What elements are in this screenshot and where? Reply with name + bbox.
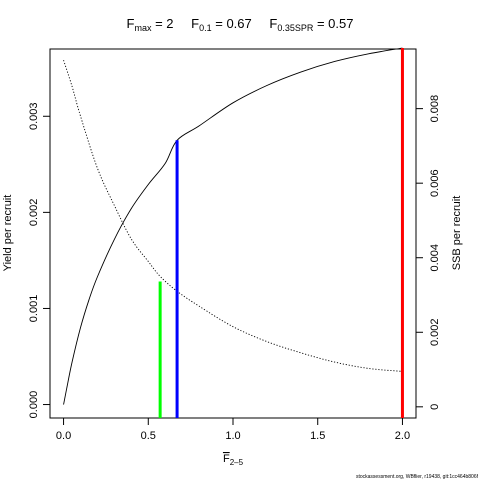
x-tick-label-0: 0.0	[56, 430, 71, 442]
x-tick-label-1: 0.5	[141, 430, 156, 442]
y-left-tick-label-1: 0.001	[28, 295, 40, 323]
title-fspr-sub: 0.35SPR	[277, 23, 314, 33]
x-tick-label-2: 1.0	[225, 430, 240, 442]
title-fmax-rest: = 2	[151, 16, 173, 31]
series-line-1	[63, 60, 403, 372]
plot-frame	[49, 48, 417, 419]
y-right-tick-label-2: 0.004	[429, 244, 441, 272]
y-left-tick-label-0: 0.000	[28, 391, 40, 419]
title-f01-sub: 0.1	[199, 23, 212, 33]
x-tick-label-4: 2.0	[395, 430, 410, 442]
y-right-tick-label-0: 0	[429, 404, 441, 410]
y-right-tick-label-1: 0.002	[429, 319, 441, 347]
title-fspr-main: F	[269, 16, 277, 31]
series-line-0	[63, 47, 403, 405]
x-axis-title-sub: 2–5	[230, 458, 244, 467]
y-right-tick-label-4: 0.008	[429, 95, 441, 123]
title-fspr-rest: = 0.57	[313, 16, 353, 31]
x-axis-title-main: F	[223, 453, 230, 465]
title-f01-rest: = 0.67	[212, 16, 252, 31]
x-tick-label-3: 1.5	[310, 430, 325, 442]
y-right-tick-label-3: 0.006	[429, 169, 441, 197]
y-right-axis-title: SSB per recruit	[451, 196, 463, 271]
chart-title: Fmax = 2 F0.1 = 0.67 F0.35SPR = 0.57	[127, 16, 354, 33]
x-axis-title: F2–5	[223, 453, 244, 467]
footer-text: stockassessment.org, WBflier, r19438, gi…	[356, 474, 479, 480]
title-f01-main: F	[191, 16, 199, 31]
title-fmax-main: F	[127, 16, 135, 31]
chart-marks: 0.0 0.5 1.0 1.5 2.0 0.000 0.001 0.002 0.003 0 0.00…	[28, 47, 441, 442]
title-fmax-sub: max	[134, 23, 152, 33]
y-left-tick-label-2: 0.002	[28, 199, 40, 227]
y-left-axis-title: Yield per recruit	[2, 195, 14, 272]
y-left-tick-label-3: 0.003	[28, 103, 40, 131]
